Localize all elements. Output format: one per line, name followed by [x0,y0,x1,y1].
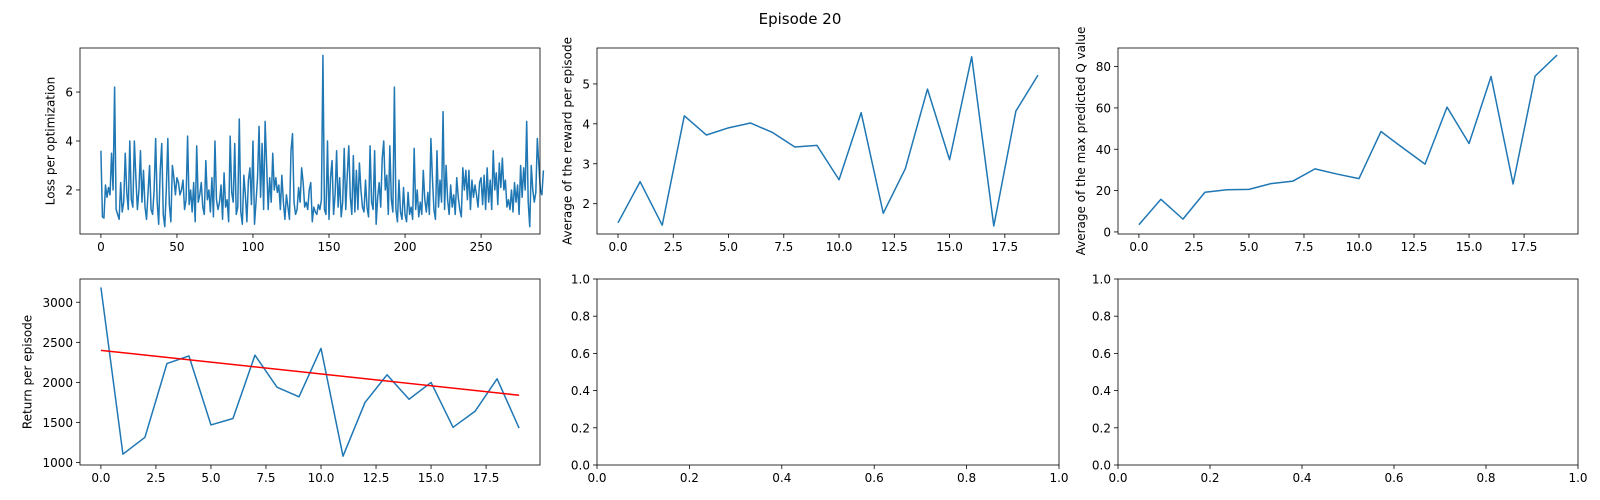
subplot-4: 0.0 2.5 5.0 7.5 10.0 12.5 15.0 17.5 1000 1500 2000… [21,278,541,485]
y-tick-label: 1500 [42,416,73,430]
y-tick-label: 2 [65,183,73,197]
x-tick-label: 7.5 [774,240,793,254]
x-tick-label: 2.5 [1184,240,1203,254]
y-tick-label: 1.0 [571,273,590,287]
x-tick-label: 100 [242,240,265,254]
y-tick-label: 1.0 [1092,273,1111,287]
x-tick-label: 0.0 [1129,240,1148,254]
x-tick-label: 17.5 [473,471,500,485]
x-tick-label: 0.2 [680,471,699,485]
x-tick-label: 12.5 [881,240,908,254]
axes-frame [79,278,541,466]
x-tick-label: 0.0 [608,240,627,254]
x-tick-label: 250 [470,240,493,254]
x-tick-label: 15.0 [1456,240,1483,254]
series-line-1 [617,56,1039,227]
y-axis-label: Average of the reward per episode [560,37,574,245]
axes-frame [596,47,1060,235]
y-tick-label: 0.6 [1092,347,1111,361]
axes-frame [596,278,1060,466]
x-tick-label: 17.5 [1511,240,1538,254]
series-line-2 [100,349,520,396]
subplot-6: 0.0 0.2 0.4 0.6 0.8 1.0 0.0 0.2 0.4 0.6 0.8 1.0 [1092,273,1588,486]
x-tick-label: 15.0 [418,471,445,485]
y-tick-label: 40 [1096,143,1111,157]
y-tick-label: 0.0 [571,459,590,473]
x-tick-label: 0.6 [865,471,884,485]
x-tick-label: 0.4 [1292,471,1311,485]
y-tick-label: 0.4 [1092,384,1111,398]
x-tick-label: 17.5 [991,240,1018,254]
y-tick-label: 0.2 [571,421,590,435]
figure-title: Episode 20 [759,10,842,28]
y-axis-label: Average of the max predicted Q value [1074,27,1088,256]
subplot-1: 0 50 100 150 200 250 2 4 6 Loss per optimization [43,47,545,254]
y-tick-label: 0.6 [571,347,590,361]
y-tick-label: 4 [65,135,73,149]
series-line-1 [100,54,545,228]
x-tick-label: 50 [169,240,184,254]
y-tick-label: 2 [582,197,590,211]
x-tick-label: 12.5 [363,471,390,485]
subplot-3: 0.0 2.5 5.0 7.5 10.0 12.5 15.0 17.5 0 20 40 60 80 Ave… [1074,27,1579,256]
x-tick-label: 0.0 [91,471,110,485]
x-tick-label: 1.0 [1568,471,1587,485]
x-tick-label: 7.5 [256,471,275,485]
x-tick-label: 0.8 [1476,471,1495,485]
y-tick-label: 6 [65,86,73,100]
x-tick-label: 0.6 [1384,471,1403,485]
x-tick-label: 5.0 [201,471,220,485]
y-axis-label: Return per episode [21,315,35,429]
y-tick-label: 3000 [42,296,73,310]
axes-frame [1117,278,1579,466]
series-line-1 [1138,54,1558,226]
y-tick-label: 60 [1096,101,1111,115]
subplot-5: 0.0 0.2 0.4 0.6 0.8 1.0 0.0 0.2 0.4 0.6 0.8 1.0 [571,273,1069,486]
x-tick-label: 0.2 [1200,471,1219,485]
x-tick-label: 0.8 [957,471,976,485]
y-tick-label: 0.0 [1092,459,1111,473]
x-tick-label: 150 [318,240,341,254]
y-tick-label: 2000 [42,376,73,390]
x-tick-label: 15.0 [936,240,963,254]
y-tick-label: 0.8 [1092,310,1111,324]
y-tick-label: 0.4 [571,384,590,398]
x-tick-label: 200 [394,240,417,254]
y-tick-label: 4 [582,117,590,131]
subplot-2: 0.0 2.5 5.0 7.5 10.0 12.5 15.0 17.5 2 3 4 5 Average … [560,37,1060,254]
axes-frame [1117,47,1579,235]
y-tick-label: 5 [582,77,590,91]
x-tick-label: 7.5 [1294,240,1313,254]
x-tick-label: 0.4 [772,471,791,485]
y-tick-label: 20 [1096,184,1111,198]
x-tick-label: 0.0 [1108,471,1127,485]
x-tick-label: 12.5 [1401,240,1428,254]
y-tick-label: 2500 [42,336,73,350]
y-tick-label: 80 [1096,60,1111,74]
x-tick-label: 2.5 [146,471,165,485]
y-tick-label: 0 [1103,225,1111,239]
y-tick-label: 3 [582,157,590,171]
y-axis-label: Loss per optimization [43,77,57,206]
x-tick-label: 5.0 [719,240,738,254]
x-tick-label: 0.0 [587,471,606,485]
x-tick-label: 10.0 [1346,240,1373,254]
x-tick-label: 5.0 [1239,240,1258,254]
y-tick-label: 0.2 [1092,421,1111,435]
x-tick-label: 0 [97,240,105,254]
x-tick-label: 2.5 [664,240,683,254]
x-tick-label: 1.0 [1049,471,1068,485]
y-tick-label: 1000 [42,456,73,470]
y-tick-label: 0.8 [571,310,590,324]
x-tick-label: 10.0 [308,471,335,485]
x-tick-label: 10.0 [826,240,853,254]
